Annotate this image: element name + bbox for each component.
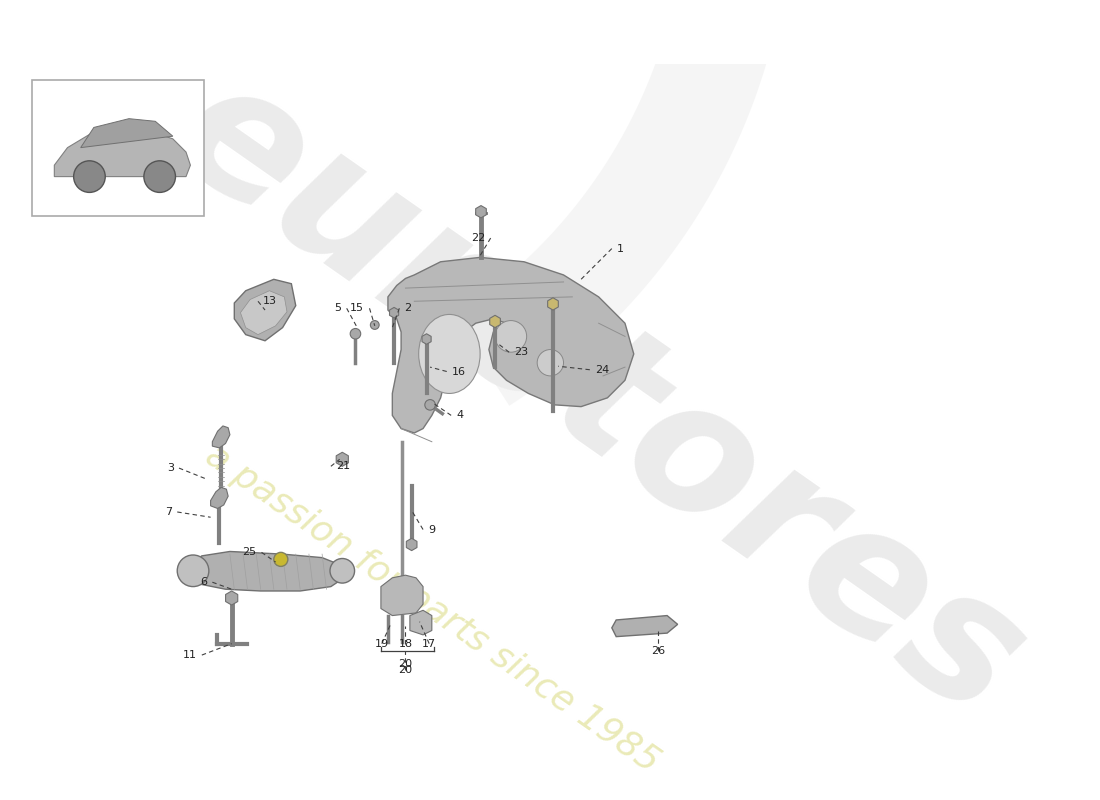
Polygon shape <box>212 426 230 448</box>
Text: 23: 23 <box>515 347 528 357</box>
Polygon shape <box>188 551 344 591</box>
Circle shape <box>330 558 354 583</box>
Text: 19: 19 <box>375 638 389 649</box>
Text: 17: 17 <box>422 638 437 649</box>
Polygon shape <box>388 258 634 433</box>
Text: 25: 25 <box>242 547 256 558</box>
Polygon shape <box>234 279 296 341</box>
Polygon shape <box>381 575 424 615</box>
Text: 20: 20 <box>398 659 412 669</box>
Text: eurotores: eurotores <box>142 41 1056 754</box>
Text: 26: 26 <box>651 646 666 656</box>
Circle shape <box>371 321 380 330</box>
Text: 18: 18 <box>398 638 412 649</box>
Circle shape <box>274 552 288 566</box>
Ellipse shape <box>419 314 480 394</box>
Text: 24: 24 <box>595 365 609 374</box>
Text: 21: 21 <box>337 462 350 471</box>
Text: 2: 2 <box>405 303 411 314</box>
Text: 7: 7 <box>165 507 172 517</box>
Polygon shape <box>80 118 173 148</box>
Text: 22: 22 <box>471 233 485 243</box>
Text: 16: 16 <box>452 366 466 377</box>
Text: 3: 3 <box>167 463 174 473</box>
Polygon shape <box>612 615 678 637</box>
Text: a passion for parts since 1985: a passion for parts since 1985 <box>198 438 666 779</box>
Text: 9: 9 <box>428 525 436 534</box>
Text: 4: 4 <box>456 410 463 421</box>
Text: 11: 11 <box>183 650 197 660</box>
Circle shape <box>144 161 176 193</box>
Circle shape <box>425 399 436 410</box>
Text: 20: 20 <box>398 665 412 675</box>
Circle shape <box>177 555 209 586</box>
Bar <box>32 80 204 216</box>
Polygon shape <box>241 290 287 334</box>
Text: 1: 1 <box>617 243 624 254</box>
Circle shape <box>74 161 106 193</box>
Circle shape <box>350 329 361 339</box>
Text: 5: 5 <box>334 303 341 314</box>
Circle shape <box>495 321 527 352</box>
Polygon shape <box>54 127 190 177</box>
Circle shape <box>537 350 563 376</box>
Text: 6: 6 <box>200 578 207 587</box>
Polygon shape <box>210 487 228 509</box>
Text: 15: 15 <box>350 303 364 314</box>
Polygon shape <box>452 0 792 406</box>
Text: 13: 13 <box>263 296 277 306</box>
Polygon shape <box>410 610 432 635</box>
